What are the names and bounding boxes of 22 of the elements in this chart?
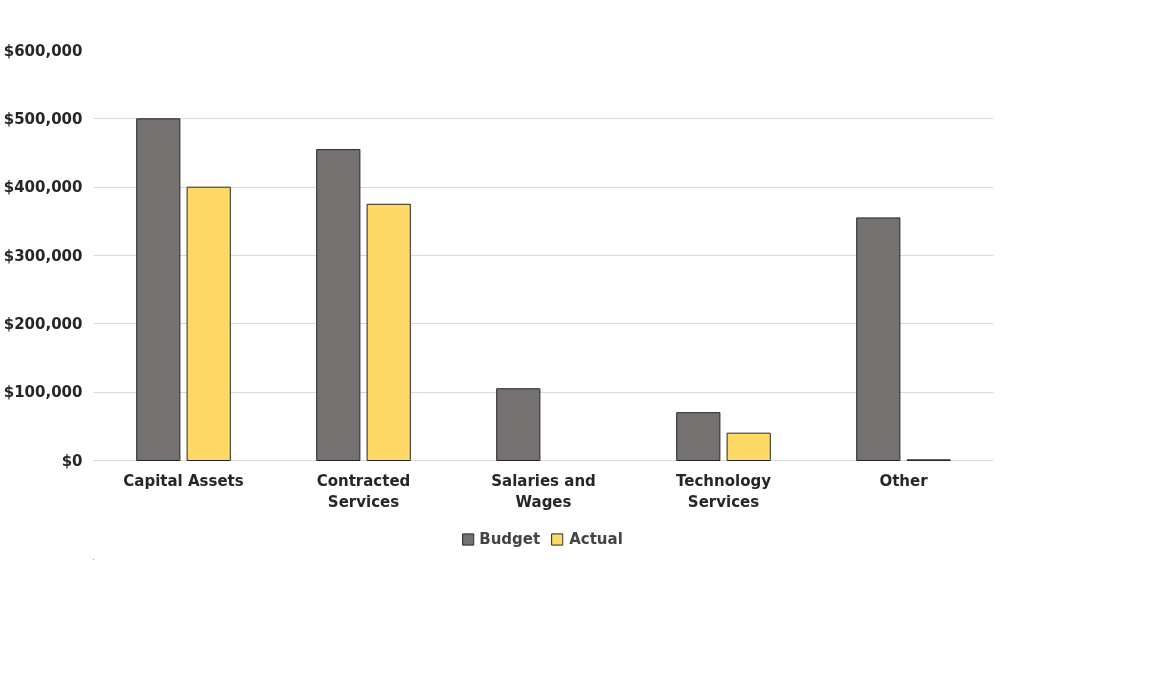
y-tick-label: $0 [61,451,83,470]
x-tick-label: Capital Assets [123,471,244,490]
bar [136,118,181,461]
x-tick-label: Contracted Services [316,471,411,512]
x-tick-label: Other [879,471,929,490]
y-tick-label: $500,000 [3,109,83,128]
y-tick-label: $600,000 [3,41,83,60]
bar [496,388,541,461]
y-tick-label: $100,000 [3,383,83,402]
bar [856,217,901,461]
legend-label: Actual [569,530,623,548]
x-tick-label: Technology Services [676,471,772,512]
y-tick-label: $200,000 [3,314,83,333]
x-tick-label: Salaries and Wages [491,471,596,512]
bar [726,432,771,461]
legend-label: Budget [479,530,541,548]
bar [316,149,361,461]
bar [366,203,411,461]
bar [186,186,231,461]
y-tick-label: $400,000 [3,178,83,197]
bar [676,412,721,461]
y-tick-label: $300,000 [3,246,83,265]
